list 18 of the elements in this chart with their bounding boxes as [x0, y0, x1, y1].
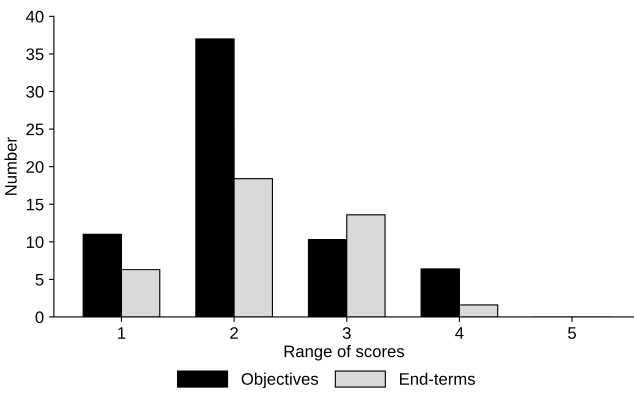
x-tick-label: 2 [230, 327, 238, 339]
y-tick-label: 15 [26, 198, 44, 210]
y-axis-title: Number [4, 137, 17, 195]
y-tick-label: 40 [26, 10, 44, 23]
y-tick-label: 0 [36, 311, 44, 324]
legend-label: Objectives [242, 372, 318, 388]
y-tick-label: 25 [26, 123, 44, 136]
x-tick-label: 3 [342, 327, 351, 339]
x-tick-label: 5 [568, 327, 576, 339]
y-tick-label: 10 [26, 236, 44, 248]
y-tick-label: 30 [26, 86, 44, 98]
x-axis-title: Range of scores [284, 345, 404, 361]
y-tick-label: 35 [26, 48, 44, 60]
x-tick-label: 4 [455, 327, 464, 339]
legend-label: End-terms [400, 372, 475, 385]
y-tick-label: 5 [36, 274, 44, 286]
x-tick-label: 1 [118, 327, 126, 339]
y-tick-label: 20 [26, 161, 44, 173]
